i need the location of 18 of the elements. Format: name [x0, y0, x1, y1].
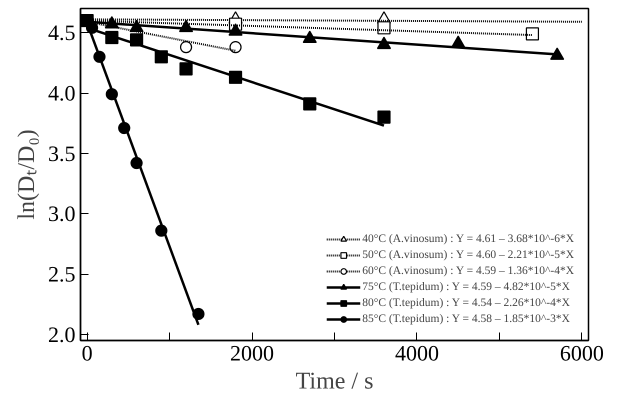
y-tick-label: 4.0	[48, 80, 76, 106]
legend-label: 85°C (T.tepidum) : Y = 4.58 – 1.85*10^-3*X	[362, 313, 570, 325]
y-tick-label: 2.5	[48, 262, 76, 287]
x-tick-label: 2000	[230, 340, 274, 366]
legend-label: 60°C (A.vinosum) : Y = 4.59 – 1.36*10^-4*X	[362, 265, 574, 277]
x-tick-label: 4000	[394, 340, 439, 366]
legend-label: 75°C (T.tepidum) : Y = 4.59 – 4.82*10^-5*X	[362, 281, 570, 293]
y-tick-label: 4.5	[48, 20, 76, 46]
y-tick-label: 3.0	[48, 201, 76, 226]
legend-label: 50°C (A.vinosum) : Y = 4.60 – 2.21*10^-5*X	[362, 249, 574, 261]
y-tick-label: 2.0	[48, 322, 76, 347]
x-tick-label: 0	[82, 340, 93, 366]
x-tick-label: 6000	[560, 340, 604, 366]
legend-label: 80°C (T.tepidum) : Y = 4.54 – 2.26*10^-4*X	[362, 297, 570, 309]
x-axis-title: Time / s	[296, 368, 374, 394]
y-tick-label: 3.5	[48, 140, 76, 166]
y-axis-title: ln(Dₜ/D₀)	[14, 129, 40, 220]
legend-label: 40°C (A.vinosum) : Y = 4.61 – 3.68*10^-6*X	[362, 233, 574, 245]
